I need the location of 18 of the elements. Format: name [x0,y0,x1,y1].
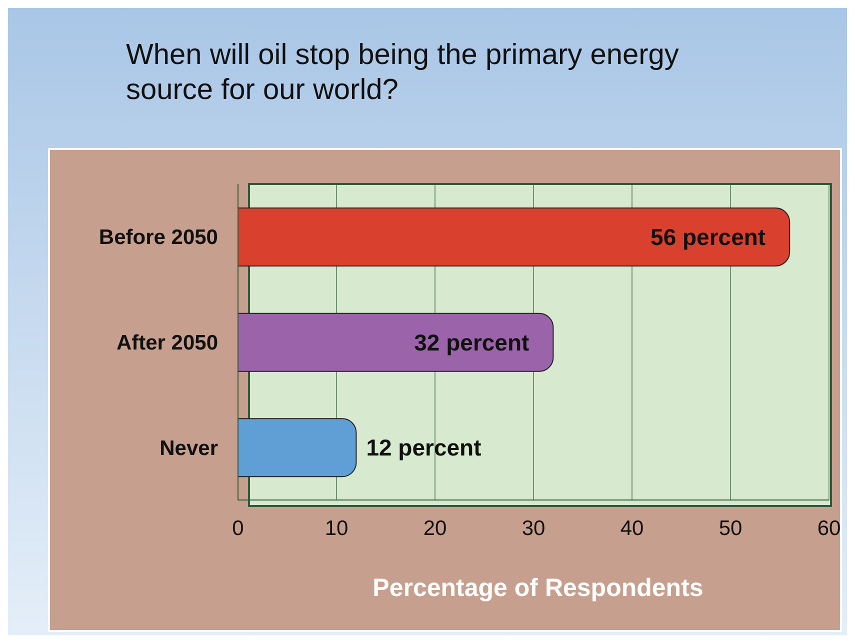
data-label: 32 percent [414,329,530,356]
x-tick-label: 50 [718,516,742,540]
x-tick-label: 0 [232,516,244,540]
y-tick-label: Never [160,436,218,460]
bar [238,418,357,478]
x-tick-label: 20 [423,516,447,540]
bar [238,312,554,372]
x-tick-label: 30 [522,516,546,540]
chart-title: When will oil stop being the primary energy source for our world? [126,38,680,108]
x-axis-title: Percentage of Respondents [372,574,704,603]
x-tick-label: 10 [324,516,348,540]
x-tick-label: 60 [817,516,841,540]
x-tick-label: 40 [620,516,644,540]
data-label: 56 percent [650,224,766,250]
y-tick-label: Before 2050 [98,226,218,250]
bar [238,208,790,266]
data-label: 12 percent [366,434,482,461]
y-tick-label: After 2050 [116,331,218,354]
